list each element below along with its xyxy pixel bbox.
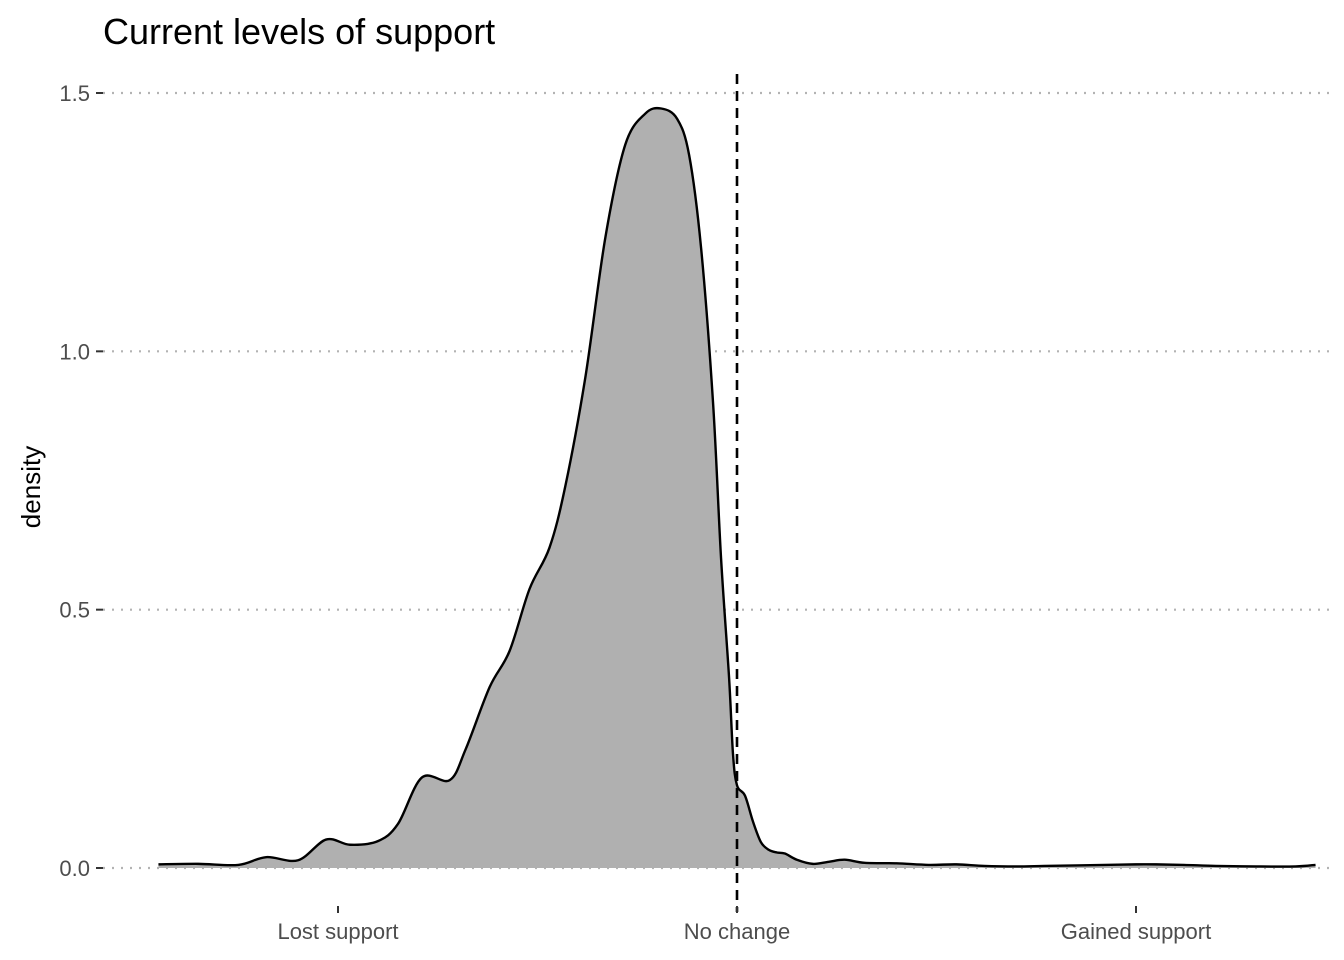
y-tick-label-0: 0.0 <box>59 856 90 881</box>
y-axis-ticks: 0.0 0.5 1.0 1.5 <box>59 81 103 881</box>
x-tick-label-1: No change <box>684 919 790 944</box>
x-axis-ticks: Lost support No change Gained support <box>277 906 1211 944</box>
chart-title: Current levels of support <box>103 11 495 52</box>
density-area-group <box>158 106 1316 868</box>
y-tick-label-2: 1.0 <box>59 339 90 364</box>
y-tick-label-1: 0.5 <box>59 598 90 623</box>
y-axis-label: density <box>16 446 46 528</box>
density-curve <box>158 106 1316 868</box>
x-tick-label-2: Gained support <box>1061 919 1211 944</box>
x-tick-label-0: Lost support <box>277 919 398 944</box>
y-tick-label-3: 1.5 <box>59 81 90 106</box>
